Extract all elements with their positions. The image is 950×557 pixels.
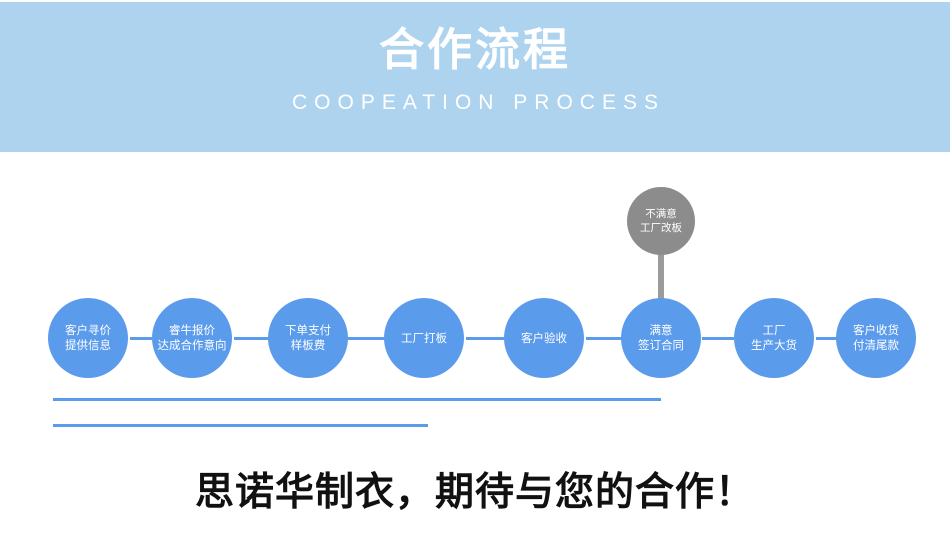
footer-slogan: 思诺华制衣，期待与您的合作！ [194,469,755,515]
flow-node-branch-unsatisfied[interactable]: 不满意 工厂改板 [627,187,695,255]
decorative-rule-top [53,398,661,401]
flow-node-6-label-line1: 满意 [649,323,673,337]
flow-node-branch-label-line2: 工厂改板 [640,222,682,234]
flow-node-5[interactable]: 客户验收 [504,298,584,378]
flow-node-8-label-line1: 客户收货 [853,323,899,337]
flow-node-7[interactable]: 工厂 生产大货 [734,298,814,378]
process-flow-diagram: 不满意 工厂改板 客户寻价 提供信息 睿牛报价 达成合作意向 下单支付 样板费 … [0,152,950,442]
flow-connector-5-6 [586,337,622,340]
flow-connector-7-8 [816,337,838,340]
branch-connector-stem [658,255,664,307]
flow-connector-4-5 [466,337,504,340]
flow-node-3[interactable]: 下单支付 样板费 [268,298,348,378]
flow-connector-1-2 [130,337,152,340]
flow-node-2-label-line1: 睿牛报价 [169,323,215,337]
flow-node-2[interactable]: 睿牛报价 达成合作意向 [152,298,232,378]
flow-node-1-label-line2: 提供信息 [65,338,111,352]
flow-node-4-label-line1: 工厂打板 [401,330,447,345]
flow-node-branch-label-line1: 不满意 [645,208,677,220]
flow-node-5-label-line1: 客户验收 [521,330,567,345]
flow-node-2-label-line2: 达成合作意向 [157,338,227,352]
flow-node-7-label-line1: 工厂 [762,323,786,337]
decorative-rule-bottom [53,424,428,427]
flow-node-8-label-line2: 付清尾款 [853,338,899,352]
flow-connector-2-3 [234,337,276,340]
flow-node-6[interactable]: 满意 签订合同 [621,298,701,378]
flow-node-3-label-line2: 样板费 [290,338,326,352]
flow-connector-3-4 [348,337,384,340]
flow-connector-6-7 [702,337,734,340]
flow-node-7-label-line2: 生产大货 [751,338,797,352]
page-title: 合作流程 [378,23,571,76]
flow-node-4[interactable]: 工厂打板 [384,298,464,378]
flow-node-8[interactable]: 客户收货 付清尾款 [836,298,916,378]
flow-node-1-label-line1: 客户寻价 [65,323,111,337]
flow-node-1[interactable]: 客户寻价 提供信息 [48,298,128,378]
flow-node-6-label-line2: 签订合同 [638,338,684,352]
page-subtitle: COOPEATION PROCESS [292,91,665,114]
flow-node-3-label-line1: 下单支付 [285,323,331,337]
header-banner: 合作流程 COOPEATION PROCESS [0,2,950,152]
